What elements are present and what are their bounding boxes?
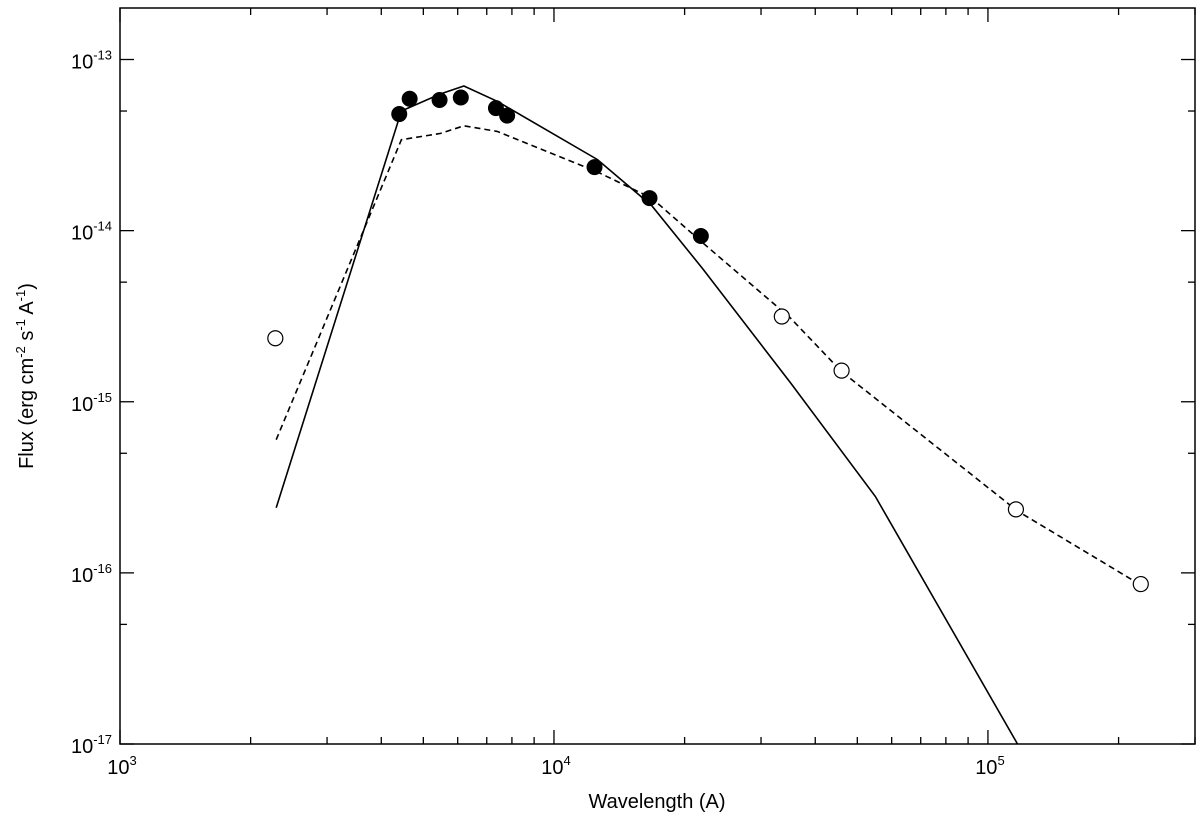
y-tick-label: 10-14 [71, 219, 112, 245]
y-tick-label: 10-13 [71, 48, 112, 74]
x-tick-labels: 103 104 105 [107, 753, 1004, 779]
filled-data-point [431, 91, 448, 108]
filled-data-point [391, 106, 408, 123]
x-tick-label: 104 [541, 753, 570, 779]
plot-frame [119, 7, 1196, 745]
x-tick-label: 105 [975, 753, 1004, 779]
open-data-point [833, 362, 850, 379]
filled-data-point [452, 89, 469, 106]
filled-data-point [641, 190, 658, 207]
filled-data-point [692, 228, 709, 245]
y-tick-label: 10-17 [71, 732, 112, 758]
y-tick-labels: 10-13 10-14 10-15 10-16 10-17 [71, 48, 112, 758]
model-curves [275, 85, 1142, 745]
filled-data-point [401, 90, 418, 107]
y-tick-label: 10-15 [71, 390, 112, 416]
open-data-point [773, 308, 790, 325]
y-axis-title: Flux (erg cm-2 s-1 A-1) [13, 283, 38, 469]
x-tick-label: 103 [107, 753, 136, 779]
open-data-point [267, 330, 284, 347]
filled-data-point [499, 107, 516, 124]
open-data-point [1007, 501, 1025, 518]
filled-data-point [487, 100, 504, 117]
x-axis-title: Wavelength (A) [588, 791, 725, 813]
filled-data-point [586, 159, 603, 176]
open-data-point [1132, 575, 1149, 593]
solid-model-curve [275, 85, 1019, 745]
axis-ticks [119, 8, 1196, 745]
dashed-model-curve [275, 124, 1142, 586]
data-markers [267, 89, 1149, 593]
y-tick-label: 10-16 [71, 561, 112, 587]
